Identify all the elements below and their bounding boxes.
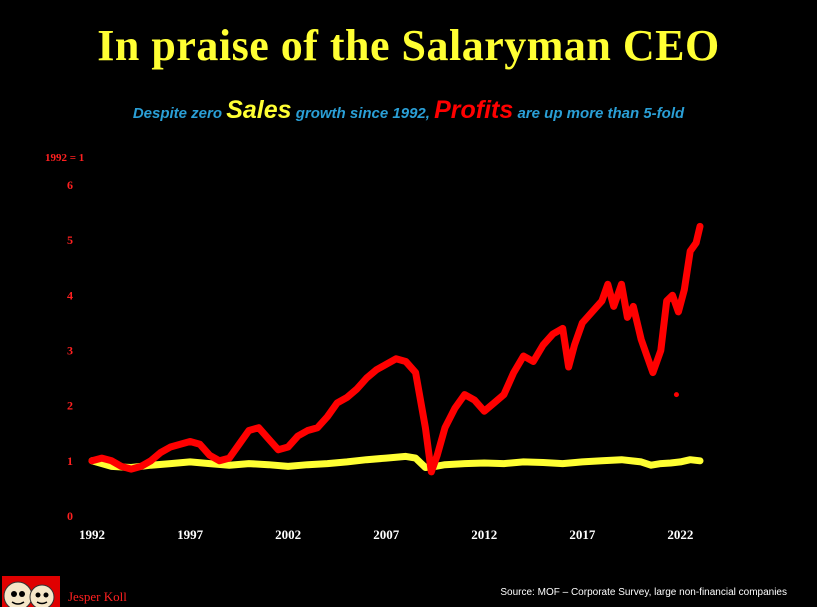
annotation-dot	[673, 392, 679, 398]
subtitle-part5: are up more than 5-fold	[513, 105, 685, 122]
x-tick-label: 2012	[471, 527, 497, 542]
subtitle-part1: Despite zero	[132, 105, 227, 122]
series-line-sales	[88, 452, 704, 471]
x-tick-label: 2022	[667, 527, 693, 542]
author-name: Jesper Koll	[68, 589, 127, 604]
subtitle: Despite zero Sales growth since 1992, Pr…	[0, 92, 817, 132]
y-tick-label: 3	[67, 344, 73, 358]
y-tick-label: 6	[67, 178, 73, 192]
x-axis: 1992 1997 2002 2007 2012 2017 2022	[79, 527, 693, 542]
source-note: Source: MOF – Corporate Survey, large no…	[500, 587, 787, 598]
y-axis: 1992 = 1 0 1 2 3 4 5 6	[45, 152, 84, 523]
annotations	[673, 392, 679, 398]
subtitle-part3: growth since 1992,	[291, 105, 435, 122]
y-tick-label: 4	[67, 288, 73, 302]
x-tick-label: 1992	[79, 527, 105, 542]
series-group	[88, 222, 704, 476]
y-axis-unit-label: 1992 = 1	[45, 152, 84, 164]
page-title: In praise of the Salaryman CEO	[97, 21, 720, 70]
daruma-logo-icon	[2, 576, 60, 607]
y-tick-label: 5	[67, 233, 73, 247]
x-tick-label: 2017	[569, 527, 596, 542]
subtitle-sales: Sales	[226, 96, 292, 124]
x-tick-label: 2007	[373, 527, 400, 542]
series-line-profits	[88, 222, 704, 476]
y-tick-label: 0	[67, 509, 73, 523]
subtitle-profits: Profits	[434, 96, 514, 124]
y-tick-label: 2	[67, 399, 73, 413]
x-tick-label: 2002	[275, 527, 301, 542]
x-tick-label: 1997	[177, 527, 204, 542]
y-tick-label: 1	[67, 454, 73, 468]
